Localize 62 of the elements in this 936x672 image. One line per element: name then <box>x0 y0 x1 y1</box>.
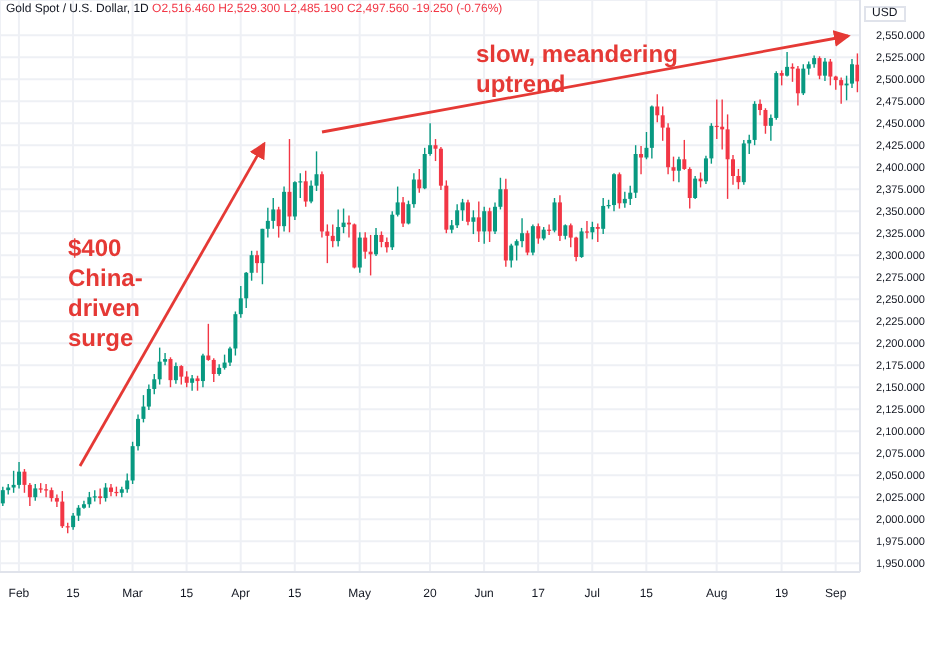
candlestick <box>190 374 195 392</box>
candlestick <box>292 180 297 221</box>
candlestick <box>649 104 654 160</box>
candlestick <box>693 175 698 200</box>
candlestick <box>817 55 822 80</box>
candlestick <box>17 461 22 490</box>
annotation: $400 China-driven surge <box>68 234 145 354</box>
candlestick <box>103 482 108 503</box>
candlestick <box>168 356 173 388</box>
candlestick <box>828 58 833 87</box>
candlestick <box>752 100 757 146</box>
candlestick <box>822 57 827 82</box>
candlestick <box>795 65 800 107</box>
candlestick <box>476 200 481 243</box>
candlestick <box>455 203 460 229</box>
candlestick <box>11 470 16 494</box>
candlestick <box>601 197 606 235</box>
candlestick <box>552 197 557 234</box>
candlestick <box>60 490 65 529</box>
candlestick <box>384 236 389 254</box>
candlestick <box>98 487 103 505</box>
candlestick <box>0 485 5 507</box>
candlestick <box>801 63 806 96</box>
candlestick <box>584 220 589 240</box>
candlestick <box>676 155 681 183</box>
candlestick <box>579 227 584 259</box>
candlestick <box>839 76 844 105</box>
candlestick <box>374 227 379 257</box>
candlestick <box>401 196 406 228</box>
candlestick <box>173 361 178 385</box>
candlestick <box>639 145 644 175</box>
candlestick <box>276 206 281 239</box>
candlestick <box>255 250 260 274</box>
candlestick <box>617 171 622 210</box>
candlestick <box>482 206 487 245</box>
candlestick <box>763 107 768 135</box>
candlestick <box>460 198 465 222</box>
candlestick <box>487 206 492 243</box>
candlestick <box>465 199 470 226</box>
candlestick <box>633 144 638 199</box>
candlestick <box>785 51 790 78</box>
candlestick <box>271 197 276 230</box>
candlestick <box>471 209 476 235</box>
candlestick <box>303 170 308 208</box>
candlestick <box>417 168 422 194</box>
candlestick <box>530 223 535 256</box>
candlestick <box>612 172 617 212</box>
candlestick <box>741 139 746 186</box>
candlestick <box>200 353 205 388</box>
candlestick <box>179 364 184 386</box>
candlestick <box>509 243 514 269</box>
candlestick <box>557 194 562 242</box>
candlestick <box>282 185 287 233</box>
candlestick <box>336 208 341 248</box>
candlestick <box>536 222 541 245</box>
annotation: slow, meandering uptrend <box>476 40 680 100</box>
candlestick <box>525 229 530 256</box>
candlestick <box>595 222 600 243</box>
candlestick <box>287 138 292 234</box>
candlestick <box>157 346 162 386</box>
candlestick <box>855 52 860 93</box>
candlestick <box>357 231 362 274</box>
